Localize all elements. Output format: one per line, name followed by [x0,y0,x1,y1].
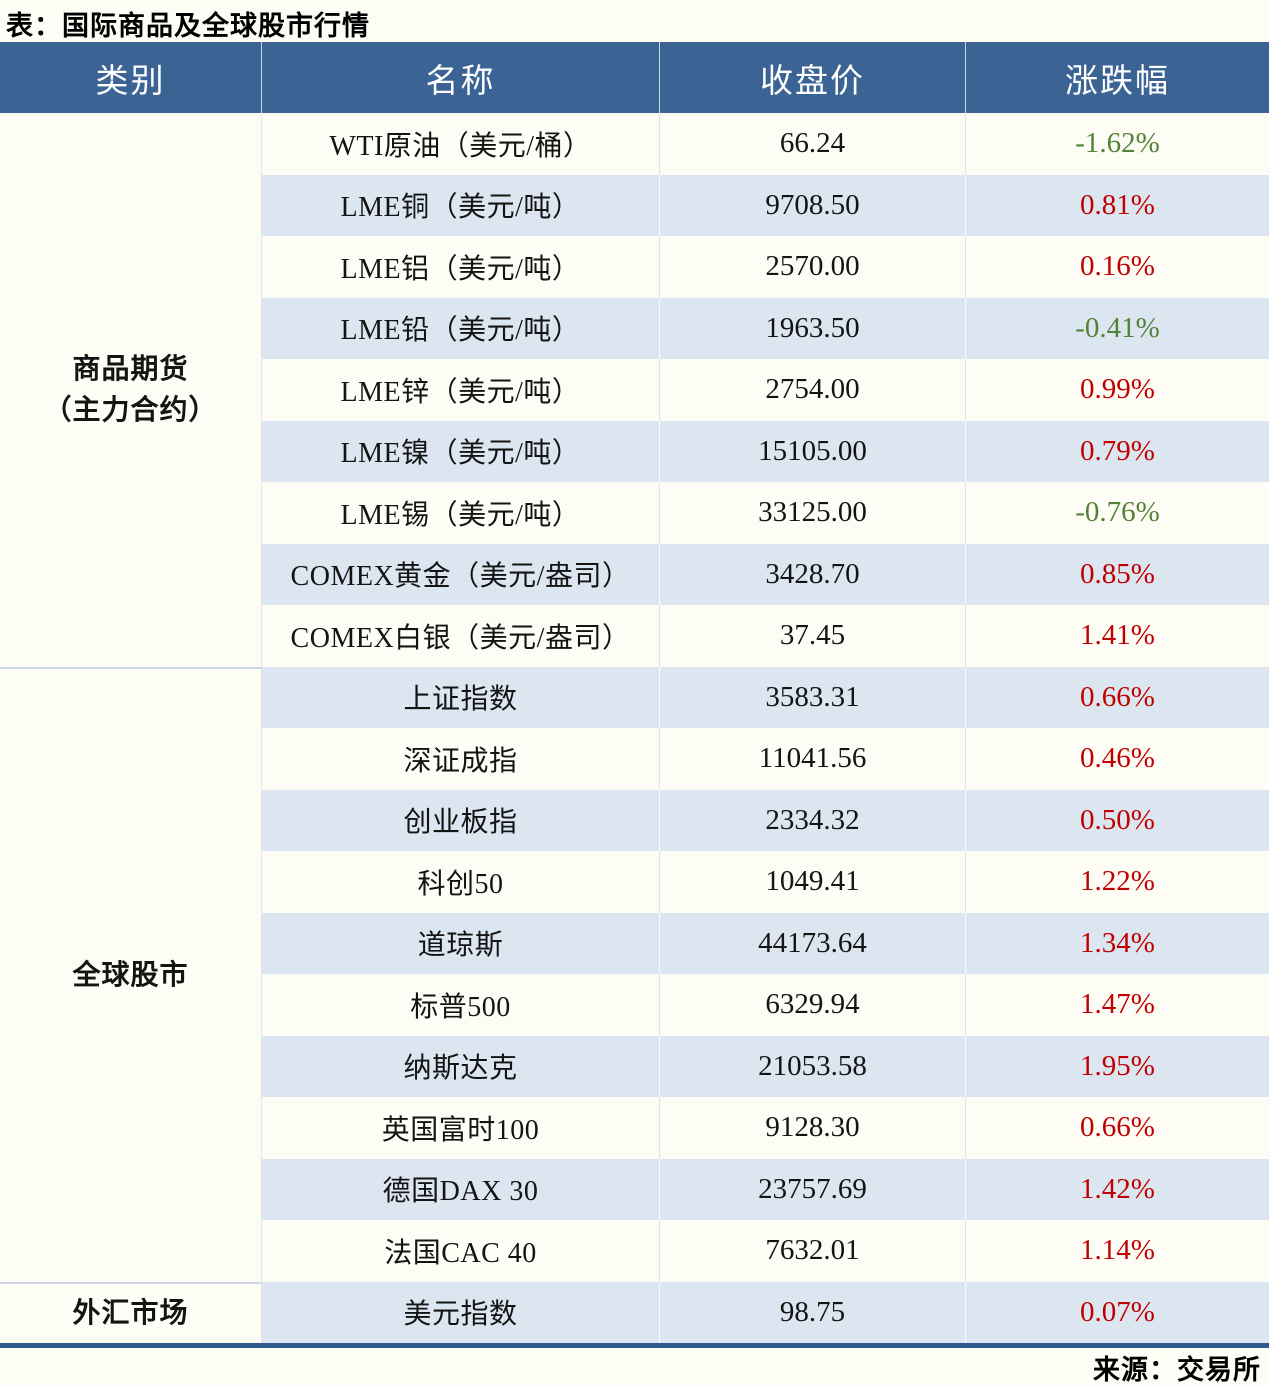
name-cell: 深证成指 [262,728,660,790]
name-cell: LME铅（美元/吨） [262,297,660,359]
change-cell: 0.99% [966,359,1269,421]
name-cell: LME锡（美元/吨） [262,482,660,544]
header-close-price: 收盘价 [660,42,966,113]
name-cell: LME铝（美元/吨） [262,236,660,298]
change-cell: -0.41% [966,297,1269,359]
category-label-line: 全球股市 [72,958,189,990]
change-cell: 0.46% [966,728,1269,790]
source-note: 来源：交易所 [1093,1354,1261,1385]
table-title: 表：国际商品及全球股市行情 [6,11,370,41]
close-cell: 6329.94 [660,974,966,1036]
category-label-line: （主力合约） [43,393,218,425]
close-cell: 9128.30 [660,1097,966,1159]
category-cell: 商品期货 （主力合约） [0,113,262,667]
category-label-line: 外汇市场 [72,1296,189,1328]
name-cell: 标普500 [262,974,660,1036]
change-cell: 1.95% [966,1035,1269,1097]
name-cell: 法国CAC 40 [262,1220,660,1282]
change-cell: 0.50% [966,789,1269,851]
close-cell: 2570.00 [660,236,966,298]
name-cell: 道琼斯 [262,912,660,974]
market-table: 类别 名称 收盘价 涨跌幅 商品期货 （主力合约） WTI原油（美元/桶） 66.24… [0,42,1269,1348]
change-cell: 1.41% [966,605,1269,667]
close-cell: 7632.01 [660,1220,966,1282]
name-cell: 创业板指 [262,789,660,851]
change-cell: 1.34% [966,912,1269,974]
name-cell: 美元指数 [262,1281,660,1343]
close-cell: 1963.50 [660,297,966,359]
close-cell: 23757.69 [660,1158,966,1220]
name-cell: 德国DAX 30 [262,1158,660,1220]
close-cell: 98.75 [660,1281,966,1343]
change-cell: 0.66% [966,666,1269,728]
change-cell: 0.85% [966,543,1269,605]
close-cell: 9708.50 [660,174,966,236]
change-cell: 0.07% [966,1281,1269,1343]
change-cell: 1.47% [966,974,1269,1036]
close-cell: 1049.41 [660,851,966,913]
name-cell: 科创50 [262,851,660,913]
change-cell: 0.16% [966,236,1269,298]
close-cell: 21053.58 [660,1035,966,1097]
table-header-row: 类别 名称 收盘价 涨跌幅 [0,42,1269,113]
close-cell: 2754.00 [660,359,966,421]
close-cell: 15105.00 [660,420,966,482]
change-cell: 0.79% [966,420,1269,482]
change-cell: -0.76% [966,482,1269,544]
change-cell: 0.66% [966,1097,1269,1159]
name-cell: 英国富时100 [262,1097,660,1159]
name-cell: WTI原油（美元/桶） [262,113,660,175]
name-cell: 纳斯达克 [262,1035,660,1097]
header-category: 类别 [0,42,262,113]
change-cell: 0.81% [966,174,1269,236]
name-cell: COMEX白银（美元/盎司） [262,605,660,667]
category-cell: 全球股市 [0,666,262,1282]
category-label-line: 商品期货 [72,353,189,385]
category-cell: 外汇市场 [0,1281,262,1343]
change-cell: 1.42% [966,1158,1269,1220]
change-cell: -1.62% [966,113,1269,175]
close-cell: 3428.70 [660,543,966,605]
close-cell: 37.45 [660,605,966,667]
close-cell: 2334.32 [660,789,966,851]
close-cell: 66.24 [660,113,966,175]
name-cell: COMEX黄金（美元/盎司） [262,543,660,605]
close-cell: 3583.31 [660,666,966,728]
close-cell: 11041.56 [660,728,966,790]
change-cell: 1.22% [966,851,1269,913]
close-cell: 33125.00 [660,482,966,544]
name-cell: 上证指数 [262,666,660,728]
name-cell: LME镍（美元/吨） [262,420,660,482]
close-cell: 44173.64 [660,912,966,974]
table-body: 商品期货 （主力合约） WTI原油（美元/桶） 66.24 -1.62% LME铜（美元/… [0,113,1269,1343]
header-name: 名称 [262,42,660,113]
change-cell: 1.14% [966,1220,1269,1282]
header-change: 涨跌幅 [1065,63,1170,100]
name-cell: LME铜（美元/吨） [262,174,660,236]
name-cell: LME锌（美元/吨） [262,359,660,421]
